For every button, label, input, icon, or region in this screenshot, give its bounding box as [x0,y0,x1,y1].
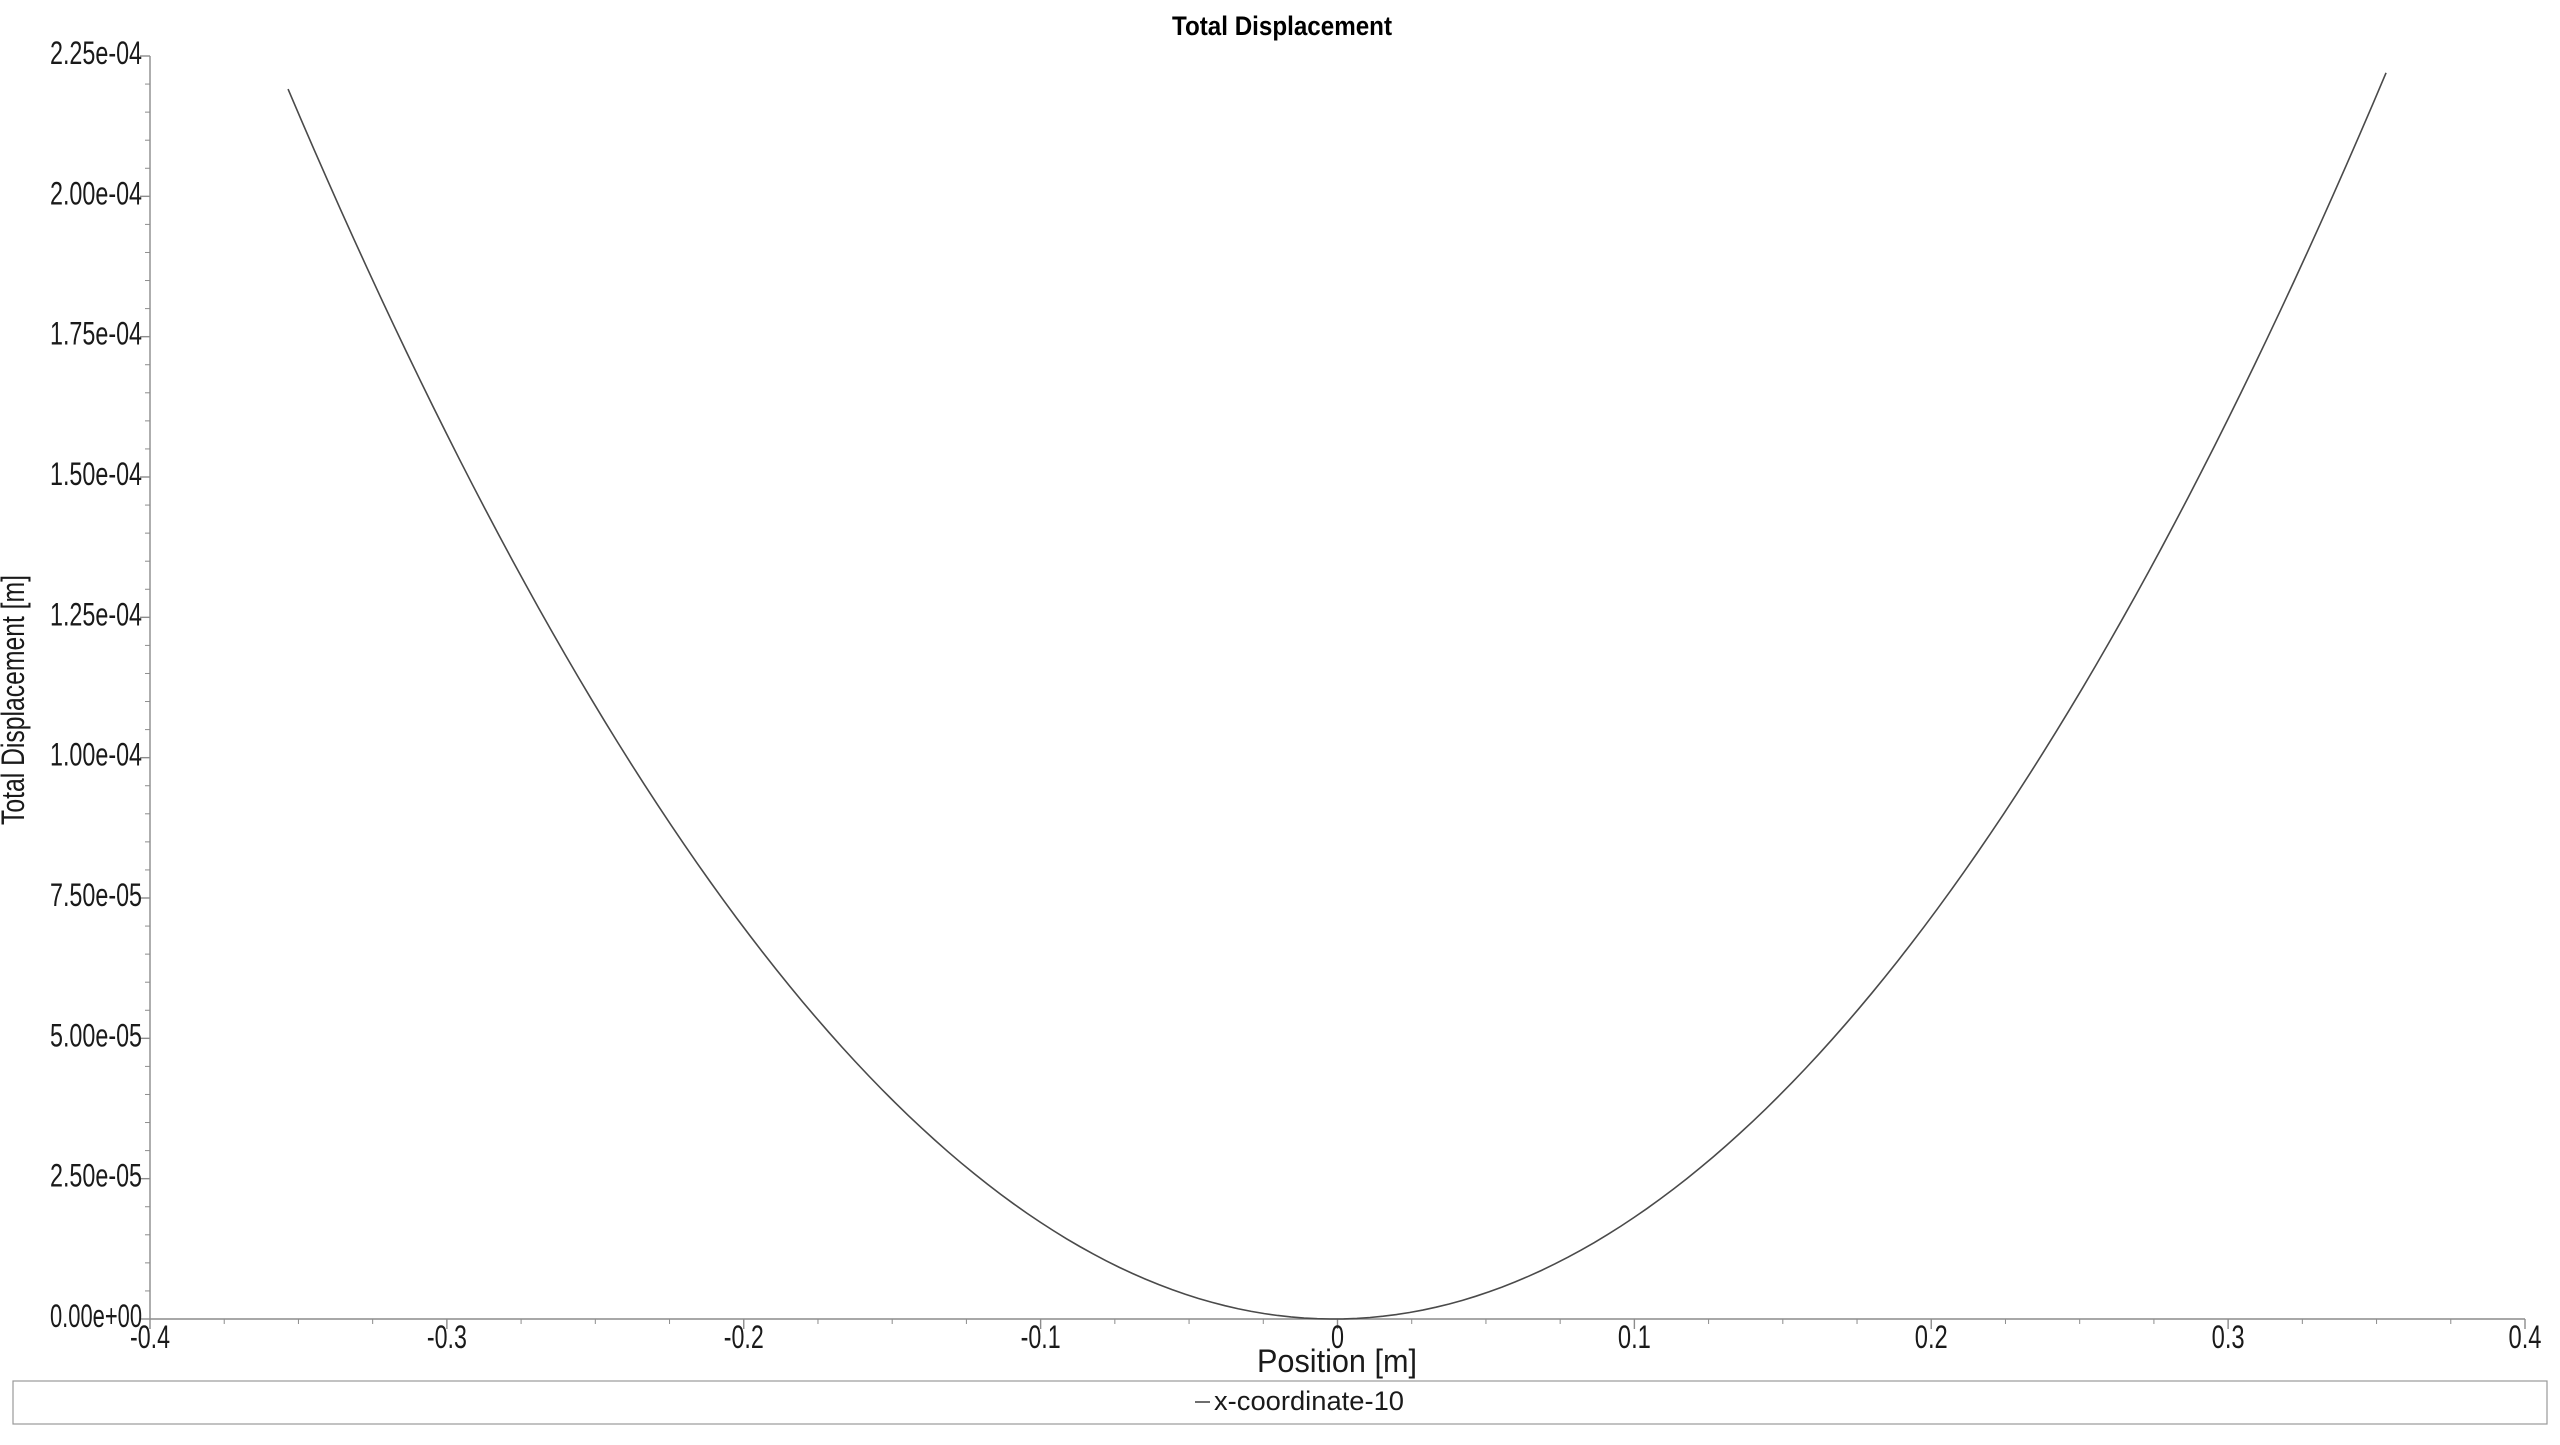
svg-text:5.00e-05: 5.00e-05 [50,1017,142,1053]
svg-text:x-coordinate-10: x-coordinate-10 [1214,1386,1404,1416]
svg-text:1.25e-04: 1.25e-04 [50,596,142,632]
svg-text:2.25e-04: 2.25e-04 [50,35,142,71]
svg-text:-0.1: -0.1 [1021,1319,1061,1355]
svg-text:Total Displacement: Total Displacement [1172,11,1392,41]
svg-text:0.2: 0.2 [1915,1319,1948,1355]
svg-text:Total Displacement [m]: Total Displacement [m] [0,575,31,825]
svg-text:1.75e-04: 1.75e-04 [50,316,142,352]
svg-text:Position [m]: Position [m] [1257,1343,1417,1379]
svg-text:-0.2: -0.2 [724,1319,764,1355]
svg-text:-0.4: -0.4 [130,1319,170,1355]
svg-text:0.3: 0.3 [2212,1319,2245,1355]
svg-text:0.4: 0.4 [2509,1319,2542,1355]
svg-text:0.00e+00: 0.00e+00 [50,1298,142,1334]
svg-text:1.00e-04: 1.00e-04 [50,737,142,773]
svg-text:-0.3: -0.3 [427,1319,467,1355]
svg-text:1.50e-04: 1.50e-04 [50,456,142,492]
svg-text:7.50e-05: 7.50e-05 [50,877,142,913]
svg-text:2.50e-05: 2.50e-05 [50,1158,142,1194]
svg-text:0.1: 0.1 [1618,1319,1651,1355]
svg-text:2.00e-04: 2.00e-04 [50,175,142,211]
